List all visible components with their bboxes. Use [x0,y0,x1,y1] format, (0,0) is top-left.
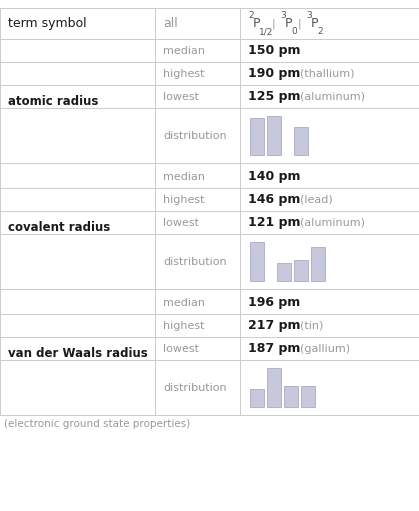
Bar [284,386,298,407]
Text: lowest: lowest [163,91,199,102]
Text: 196 pm: 196 pm [248,296,300,309]
Text: 2: 2 [317,27,323,36]
Text: all: all [163,17,178,30]
Text: P: P [285,17,292,30]
Text: 150 pm: 150 pm [248,44,300,57]
Text: van der Waals radius: van der Waals radius [8,346,148,360]
Text: median: median [163,297,205,308]
Text: P: P [311,17,318,30]
Text: |: | [298,18,302,29]
Text: |: | [272,18,276,29]
Text: distribution: distribution [163,257,227,267]
Bar [250,118,264,155]
Text: term symbol: term symbol [8,17,87,30]
Text: 121 pm: 121 pm [248,216,300,229]
Text: 140 pm: 140 pm [248,170,300,183]
Text: 3: 3 [280,11,286,20]
Text: (lead): (lead) [300,195,333,204]
Text: distribution: distribution [163,383,227,392]
Text: (tin): (tin) [300,320,323,331]
Text: (thallium): (thallium) [300,68,354,79]
Bar [277,264,291,281]
Bar [250,242,264,281]
Text: (gallium): (gallium) [300,343,350,354]
Text: (aluminum): (aluminum) [300,91,365,102]
Text: 125 pm: 125 pm [248,90,300,103]
Text: highest: highest [163,195,204,204]
Text: 2: 2 [248,11,253,20]
Text: (aluminum): (aluminum) [300,218,365,227]
Text: 146 pm: 146 pm [248,193,300,206]
Bar [267,116,281,155]
Text: 187 pm: 187 pm [248,342,300,355]
Text: median: median [163,172,205,181]
Text: atomic radius: atomic radius [8,95,98,107]
Text: 190 pm: 190 pm [248,67,300,80]
Bar [250,389,264,407]
Text: P: P [253,17,261,30]
Text: highest: highest [163,68,204,79]
Text: 217 pm: 217 pm [248,319,300,332]
Text: highest: highest [163,320,204,331]
Text: 1/2: 1/2 [259,27,273,36]
Text: covalent radius: covalent radius [8,221,110,234]
Text: lowest: lowest [163,343,199,354]
Text: 0: 0 [291,27,297,36]
Text: median: median [163,45,205,56]
Text: distribution: distribution [163,130,227,141]
Bar [294,260,308,281]
Bar [267,368,281,407]
Text: lowest: lowest [163,218,199,227]
Text: 3: 3 [306,11,312,20]
Bar [294,127,308,155]
Bar [311,247,325,281]
Bar [301,386,315,407]
Text: (electronic ground state properties): (electronic ground state properties) [4,419,190,429]
